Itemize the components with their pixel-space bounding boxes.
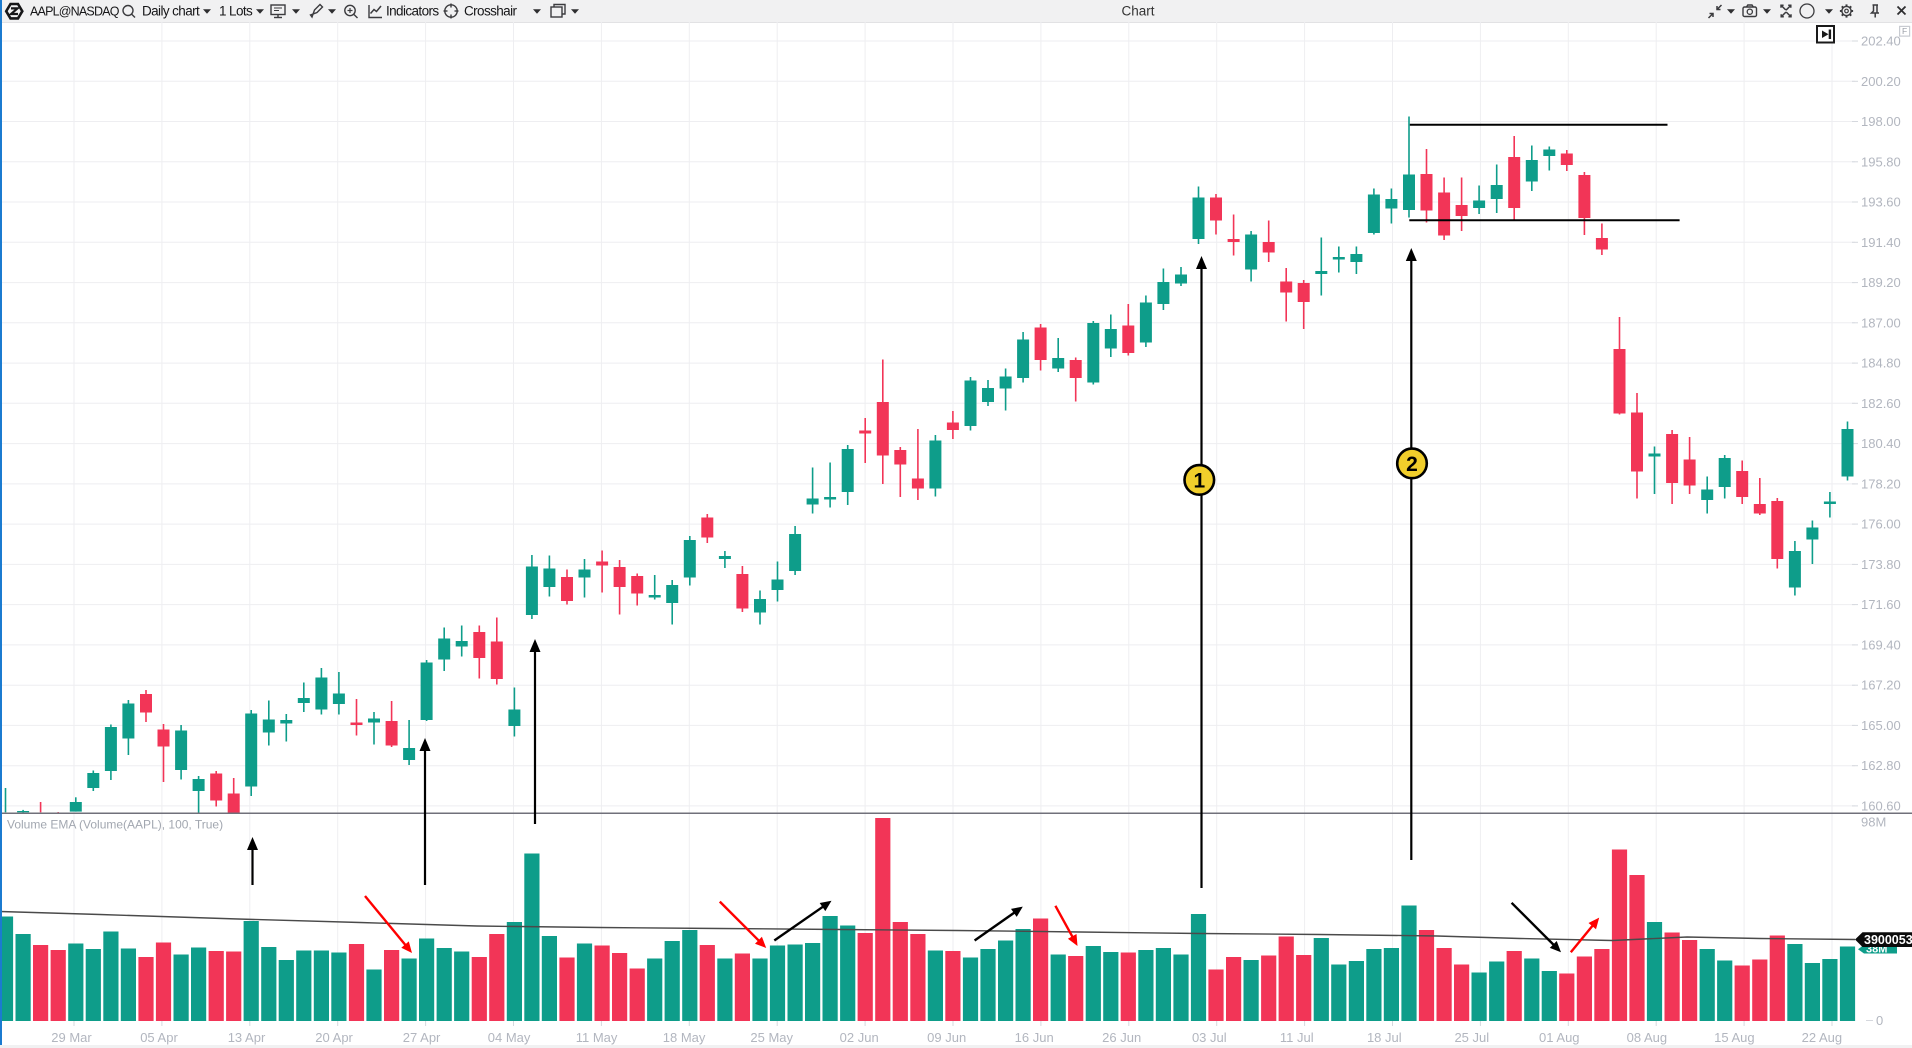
- svg-text:202.40: 202.40: [1861, 34, 1901, 49]
- svg-text:3900053: 3900053: [1864, 933, 1912, 947]
- svg-text:198.00: 198.00: [1861, 114, 1901, 129]
- svg-text:16 Jun: 16 Jun: [1015, 1030, 1054, 1045]
- svg-text:04 May: 04 May: [488, 1030, 531, 1045]
- svg-text:195.80: 195.80: [1861, 154, 1901, 169]
- svg-text:187.00: 187.00: [1861, 315, 1901, 330]
- svg-text:176.00: 176.00: [1861, 517, 1901, 532]
- svg-text:18 Jul: 18 Jul: [1367, 1030, 1402, 1045]
- svg-text:Crosshair: Crosshair: [464, 4, 517, 19]
- svg-text:180.40: 180.40: [1861, 436, 1901, 451]
- svg-text:05 Apr: 05 Apr: [140, 1030, 178, 1045]
- svg-text:26 Jun: 26 Jun: [1102, 1030, 1141, 1045]
- svg-text:Indicators: Indicators: [386, 4, 439, 19]
- svg-text:15 Aug: 15 Aug: [1714, 1030, 1755, 1045]
- svg-text:2: 2: [1406, 453, 1418, 476]
- svg-text:29 Mar: 29 Mar: [51, 1030, 92, 1045]
- svg-text:200.20: 200.20: [1861, 74, 1901, 89]
- svg-text:08 Aug: 08 Aug: [1627, 1030, 1668, 1045]
- svg-text:193.60: 193.60: [1861, 195, 1901, 210]
- svg-text:22 Aug: 22 Aug: [1802, 1030, 1843, 1045]
- svg-text:1: 1: [1193, 469, 1205, 492]
- svg-text:11 May: 11 May: [576, 1030, 618, 1045]
- svg-text:167.20: 167.20: [1861, 678, 1901, 693]
- svg-text:0: 0: [1876, 1013, 1883, 1028]
- svg-text:1 Lots: 1 Lots: [219, 4, 253, 19]
- svg-text:18 May: 18 May: [663, 1030, 706, 1045]
- svg-text:189.20: 189.20: [1861, 275, 1901, 290]
- svg-text:160.60: 160.60: [1861, 798, 1901, 813]
- svg-text:01 Aug: 01 Aug: [1539, 1030, 1580, 1045]
- svg-text:13 Apr: 13 Apr: [228, 1030, 266, 1045]
- svg-text:11 Jul: 11 Jul: [1280, 1030, 1314, 1045]
- svg-text:25 May: 25 May: [750, 1030, 793, 1045]
- svg-text:AAPL@NASDAQ: AAPL@NASDAQ: [30, 5, 120, 19]
- svg-text:98M: 98M: [1861, 815, 1886, 830]
- svg-text:173.80: 173.80: [1861, 557, 1901, 572]
- svg-text:Volume EMA (Volume(AAPL), 100,: Volume EMA (Volume(AAPL), 100, True): [7, 818, 223, 832]
- svg-text:169.40: 169.40: [1861, 637, 1901, 652]
- svg-text:Chart: Chart: [1121, 4, 1154, 19]
- svg-text:184.80: 184.80: [1861, 356, 1901, 371]
- svg-text:25 Jul: 25 Jul: [1454, 1030, 1489, 1045]
- svg-text:171.60: 171.60: [1861, 597, 1901, 612]
- svg-text:02 Jun: 02 Jun: [840, 1030, 879, 1045]
- svg-text:27 Apr: 27 Apr: [403, 1030, 441, 1045]
- svg-text:Daily chart: Daily chart: [142, 4, 200, 19]
- svg-text:182.60: 182.60: [1861, 396, 1901, 411]
- svg-text:162.80: 162.80: [1861, 758, 1901, 773]
- svg-text:178.20: 178.20: [1861, 476, 1901, 491]
- svg-text:09 Jun: 09 Jun: [927, 1030, 966, 1045]
- svg-text:20 Apr: 20 Apr: [315, 1030, 353, 1045]
- svg-text:F: F: [1902, 26, 1907, 36]
- svg-text:165.00: 165.00: [1861, 718, 1901, 733]
- svg-text:191.40: 191.40: [1861, 235, 1901, 250]
- svg-text:03 Jul: 03 Jul: [1192, 1030, 1227, 1045]
